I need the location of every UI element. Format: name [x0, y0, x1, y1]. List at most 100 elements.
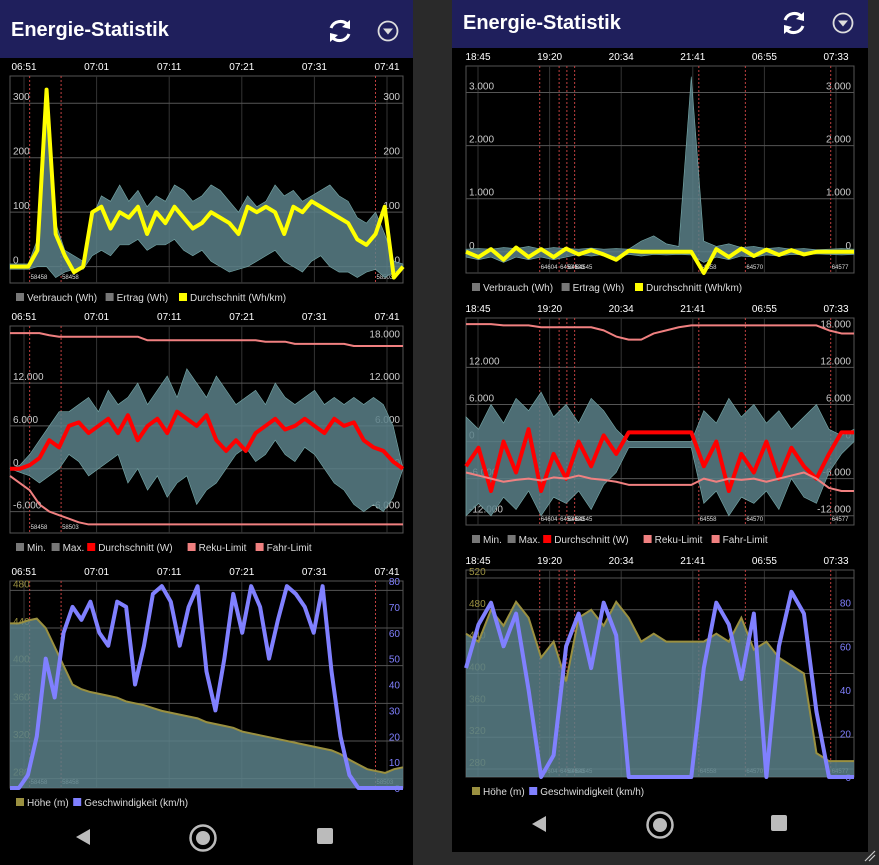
marker-label: 64604: [541, 265, 558, 271]
x-tick-label: 20:34: [609, 556, 634, 567]
marker-label: 64577: [832, 517, 849, 523]
x-tick-label: 06:51: [11, 567, 36, 578]
legend-label: Durchschnitt (W): [98, 543, 172, 554]
x-tick-label: 07:33: [823, 304, 848, 315]
legend-label: Fahr-Limit: [723, 535, 768, 546]
y-tick-label-right: 20: [389, 732, 401, 743]
legend-label: Max.: [519, 535, 541, 546]
elevation-line: [465, 600, 854, 763]
x-tick-label: 06:51: [11, 62, 36, 73]
chart-energy-wh: 06:51 07:01 07:11 07:21 07:31 07:41 300 200 100 0…: [0, 58, 413, 318]
speed-line: [464, 589, 854, 779]
legend-swatch: [87, 543, 96, 551]
x-tick-label: 07:11: [157, 567, 182, 578]
y-tick-label-left: 12.000: [13, 372, 44, 383]
legend-label: Verbrauch (Wh): [483, 283, 553, 294]
app-title: Energie-Statistik: [11, 19, 169, 41]
y-tick-label-left: 1.000: [469, 188, 494, 199]
legend-swatch: [507, 535, 516, 543]
legend-label: Verbrauch (Wh): [27, 293, 97, 304]
y-tick-label-right: 3.000: [826, 82, 851, 93]
y-tick-label-left: 2.000: [469, 135, 494, 146]
marker-label: 58458: [31, 525, 48, 531]
legend-swatch: [187, 543, 196, 551]
y-tick-label-right: 18.000: [369, 329, 400, 340]
y-tick-label-right: 18.000: [820, 319, 851, 330]
legend-label: Ertrag (Wh): [117, 293, 169, 304]
chart-power-w: 06:51 07:01 07:11 07:21 07:31 07:41 12.000 6.00…: [0, 308, 413, 568]
legend-swatch: [561, 283, 570, 291]
legend-swatch: [635, 283, 643, 291]
y-tick-label-left: 0: [469, 241, 475, 252]
marker-label: 64534: [560, 265, 577, 271]
back-triangle-icon[interactable]: [530, 814, 548, 834]
app-bar: Energie-Statistik: [0, 0, 413, 58]
x-tick-label: 07:11: [157, 312, 182, 323]
marker-label: 58503: [376, 275, 393, 281]
home-circle-icon[interactable]: [188, 823, 218, 853]
chart-power-w: 18:45 19:20 20:34 21:41 06:55 07:33 12.000 6.00…: [452, 300, 868, 559]
band-area: [465, 76, 855, 263]
x-tick-label: 07:21: [229, 567, 254, 578]
plot-frame: [9, 75, 404, 284]
marker-label: 58503: [62, 525, 79, 531]
legend-label: Durchschnitt (Wh/km): [646, 283, 742, 294]
dropdown-circle-icon[interactable]: [832, 12, 854, 34]
x-tick-label: 07:31: [302, 312, 327, 323]
marker-label: 64534: [560, 517, 577, 523]
y-tick-label-right: 40: [840, 686, 852, 697]
x-tick-label: 06:55: [752, 556, 777, 567]
chart-elevation-speed: 06:5107:0107:1107:2107:3107:414804404003…: [0, 563, 413, 823]
x-tick-label: 07:33: [823, 556, 848, 567]
legend-swatch: [51, 543, 60, 551]
dropdown-circle-icon[interactable]: [377, 20, 399, 42]
legend-swatch: [472, 283, 480, 291]
y-tick-label-left: 200: [13, 147, 30, 158]
marker-label: 64577: [832, 265, 849, 271]
marker-label: 64545: [576, 265, 593, 271]
x-tick-label: 06:55: [752, 52, 777, 63]
x-tick-label: 07:21: [229, 62, 254, 73]
x-tick-label: 20:34: [609, 52, 634, 63]
y-tick-label-left: 520: [469, 567, 486, 578]
legend-label: Geschwindigkeit (km/h): [84, 798, 188, 809]
band-area: [465, 391, 855, 517]
y-tick-label-right: 80: [389, 577, 401, 588]
y-tick-label-right: 2.000: [826, 135, 851, 146]
x-tick-label: 07:31: [302, 62, 327, 73]
x-tick-label: 18:45: [465, 556, 490, 567]
band-area: [9, 368, 404, 513]
y-tick-label-right: 100: [383, 201, 400, 212]
back-triangle-icon[interactable]: [74, 827, 92, 847]
x-tick-label: 07:41: [374, 312, 399, 323]
refresh-icon[interactable]: [326, 17, 354, 45]
x-tick-label: 07:01: [84, 567, 109, 578]
y-tick-label-right: 10: [389, 758, 401, 769]
recents-square-icon[interactable]: [316, 827, 334, 845]
phone-left: Energie-Statistik 06:51 07:01 07:11 07:21 07…: [0, 0, 413, 865]
legend-swatch: [643, 535, 652, 543]
legend-label: Durchschnitt (W): [554, 535, 628, 546]
legend-label: Reku-Limit: [199, 543, 247, 554]
series-line: [464, 427, 854, 494]
home-circle-icon[interactable]: [645, 810, 675, 840]
refresh-icon[interactable]: [780, 9, 808, 37]
app-title: Energie-Statistik: [463, 12, 621, 34]
legend-label: Min.: [27, 543, 46, 554]
legend-swatch: [543, 535, 552, 543]
legend-label: Ertrag (Wh): [573, 283, 625, 294]
marker-label: 58458: [62, 275, 79, 281]
legend-label: Reku-Limit: [655, 535, 703, 546]
marker-label: 64545: [576, 517, 593, 523]
x-tick-label: 21:41: [680, 52, 705, 63]
resize-handle-icon[interactable]: [863, 849, 877, 863]
y-tick-label-left: -6.000: [13, 501, 42, 512]
x-tick-label: 07:41: [374, 567, 399, 578]
y-tick-label-left: 0: [13, 256, 19, 267]
y-tick-label-left: 480: [469, 599, 486, 610]
legend-swatch: [16, 798, 24, 806]
x-tick-label: 07:33: [823, 52, 848, 63]
y-tick-label-left: 12.000: [469, 356, 500, 367]
recents-square-icon[interactable]: [770, 814, 788, 832]
y-tick-label-left: 300: [13, 92, 30, 103]
